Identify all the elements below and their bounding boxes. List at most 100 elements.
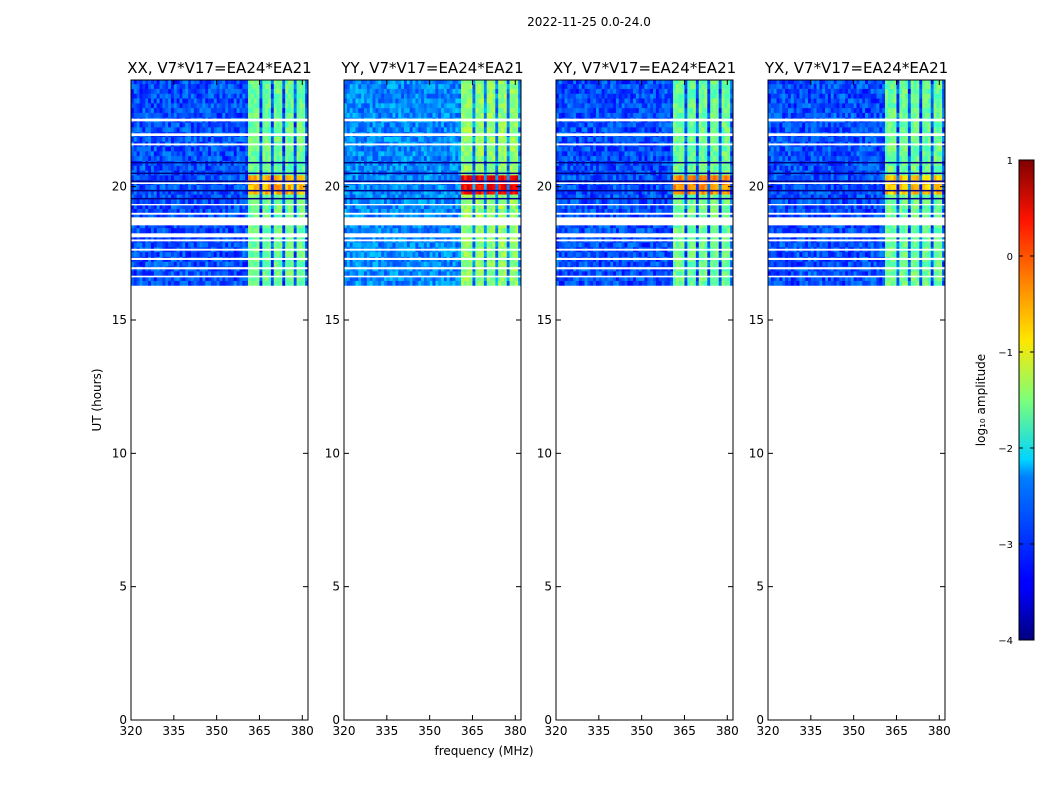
heat-cell bbox=[259, 155, 263, 161]
heat-cell bbox=[250, 203, 255, 209]
heat-cell bbox=[136, 242, 140, 248]
heat-cell bbox=[282, 107, 286, 113]
heat-cell bbox=[423, 122, 428, 128]
heat-cell bbox=[265, 150, 269, 157]
heat-cell bbox=[296, 122, 300, 128]
heat-cell bbox=[296, 98, 300, 104]
heat-cell bbox=[131, 208, 135, 214]
heat-cell bbox=[265, 107, 269, 113]
heat-cell bbox=[423, 242, 428, 248]
heat-cell bbox=[483, 203, 488, 209]
heat-cell bbox=[305, 179, 309, 185]
heat-cell bbox=[296, 184, 300, 190]
heat-cell bbox=[253, 136, 258, 142]
heat-cell bbox=[162, 136, 166, 142]
heat-cell bbox=[196, 270, 200, 277]
heat-cell bbox=[412, 280, 416, 286]
heat-cell bbox=[202, 194, 206, 200]
heat-cell bbox=[148, 222, 152, 229]
dark-time-line bbox=[131, 172, 308, 175]
heat-cell bbox=[216, 242, 220, 248]
heat-cell bbox=[296, 280, 300, 286]
heat-cell bbox=[389, 112, 393, 118]
heat-cell bbox=[449, 179, 453, 185]
heat-cell bbox=[230, 88, 235, 94]
heat-cell bbox=[290, 83, 295, 89]
heat-cell bbox=[469, 136, 473, 142]
heat-cell bbox=[276, 88, 280, 94]
heat-cell bbox=[202, 208, 206, 214]
heat-cell bbox=[355, 198, 359, 205]
heat-cell bbox=[148, 88, 152, 94]
heat-cell bbox=[239, 136, 243, 142]
heat-cell bbox=[273, 146, 277, 152]
heat-cell bbox=[392, 112, 396, 118]
heat-cell bbox=[262, 261, 266, 267]
heat-cell bbox=[196, 280, 200, 286]
heat-cell bbox=[515, 203, 519, 209]
heat-cell bbox=[168, 184, 172, 190]
heat-cell bbox=[409, 174, 413, 181]
heat-cell bbox=[461, 280, 465, 286]
heat-cell bbox=[392, 261, 396, 267]
heat-cell bbox=[222, 136, 226, 142]
heat-cell bbox=[259, 227, 263, 233]
heat-cell bbox=[515, 275, 519, 281]
heat-cell bbox=[378, 222, 382, 229]
heat-cell bbox=[199, 275, 203, 281]
heat-cell bbox=[196, 80, 200, 85]
heat-cell bbox=[210, 165, 215, 171]
heat-cell bbox=[133, 213, 138, 219]
heat-cell bbox=[375, 107, 379, 113]
heat-cell bbox=[239, 270, 243, 277]
heat-cell bbox=[438, 155, 442, 161]
heat-cell bbox=[165, 88, 169, 94]
heat-cell bbox=[230, 165, 235, 171]
heat-cell bbox=[446, 213, 451, 219]
heat-cell bbox=[236, 184, 240, 190]
heat-cell bbox=[202, 88, 206, 94]
heat-cell bbox=[423, 155, 428, 161]
heat-cell bbox=[242, 107, 246, 113]
heat-cell bbox=[150, 213, 155, 219]
heat-cell bbox=[443, 222, 448, 229]
heat-cell bbox=[185, 102, 189, 109]
heat-cell bbox=[245, 275, 249, 281]
heat-cell bbox=[239, 213, 243, 219]
heat-cell bbox=[349, 174, 353, 181]
heat-cell bbox=[268, 179, 272, 185]
heat-cell bbox=[503, 165, 508, 171]
heat-cell bbox=[305, 280, 309, 286]
heat-cell bbox=[273, 261, 277, 267]
heat-cell bbox=[415, 155, 419, 161]
heat-cell bbox=[443, 227, 448, 233]
heat-cell bbox=[165, 83, 169, 89]
heat-cell bbox=[179, 203, 183, 209]
heat-cell bbox=[279, 275, 283, 281]
heat-cell bbox=[216, 98, 220, 104]
heat-cell bbox=[196, 112, 200, 118]
heat-cell bbox=[213, 174, 218, 181]
heat-cell bbox=[509, 112, 513, 118]
heat-cell bbox=[165, 93, 169, 99]
heat-cell bbox=[290, 155, 295, 161]
heat-cell bbox=[515, 126, 519, 133]
heat-cell bbox=[458, 251, 462, 257]
heat-cell bbox=[222, 189, 226, 195]
heat-cell bbox=[282, 189, 286, 195]
heat-cell bbox=[361, 165, 365, 171]
heat-cell bbox=[193, 174, 198, 181]
heat-cell bbox=[239, 126, 243, 133]
heat-cell bbox=[435, 280, 439, 286]
heat-cell bbox=[463, 208, 468, 214]
heat-cell bbox=[188, 136, 192, 142]
heat-cell bbox=[150, 208, 155, 214]
heat-cell bbox=[290, 251, 295, 257]
heat-cell bbox=[219, 155, 223, 161]
heat-cell bbox=[153, 227, 158, 233]
heat-cell bbox=[230, 203, 235, 209]
heat-cell bbox=[222, 242, 226, 248]
heat-cell bbox=[176, 203, 180, 209]
heat-cell bbox=[156, 122, 160, 128]
heat-cell bbox=[352, 227, 356, 233]
